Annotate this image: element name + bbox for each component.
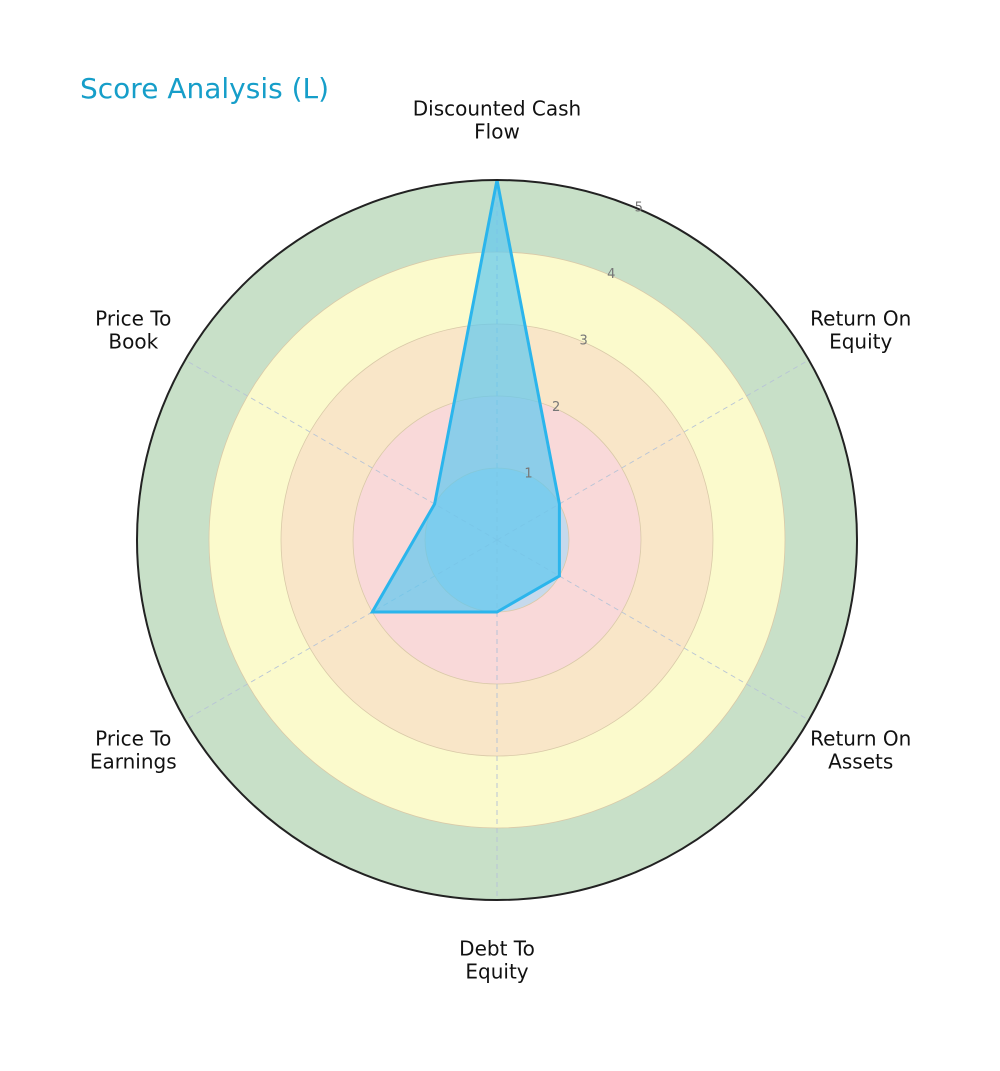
spoke-line-5: [184, 539, 498, 721]
axis-label-line: Return On: [810, 727, 911, 751]
axis-label-3: Return On Assets: [810, 727, 911, 774]
axis-label-line: Flow: [474, 120, 520, 144]
axis-label-line: Price To: [95, 727, 171, 751]
outer-circle: [136, 179, 858, 901]
axis-label-2: Return On Equity: [810, 307, 911, 354]
radial-tick-labels: 1 2 3 4 5: [524, 200, 642, 481]
tick-label-4: 4: [607, 267, 615, 282]
axis-label-line: Book: [108, 330, 158, 354]
tick-label-3: 3: [580, 333, 588, 348]
spoke-line-3: [496, 539, 810, 721]
axis-label-line: Assets: [828, 750, 893, 774]
axis-label-5: Price To Earnings: [90, 727, 177, 774]
tick-label-1: 1: [524, 466, 532, 481]
axis-label-line: Earnings: [90, 750, 177, 774]
axis-label-line: Return On: [810, 307, 911, 331]
chart-title: Score Analysis (L): [80, 72, 330, 105]
axis-label-line: Discounted Cash: [413, 97, 581, 121]
tick-label-5: 5: [635, 200, 643, 215]
axis-label-1: Discounted Cash Flow: [413, 97, 581, 144]
score-series: [369, 179, 561, 614]
axis-label-line: Equity: [829, 330, 892, 354]
tick-label-2: 2: [552, 400, 560, 415]
spoke-line-2: [496, 359, 810, 541]
axis-label-line: Debt To: [459, 937, 535, 961]
axis-label-line: Price To: [95, 307, 171, 331]
spoke-line-6: [184, 359, 498, 541]
axis-label-4: Debt To Equity: [459, 937, 535, 984]
axis-label-6: Price To Book: [95, 307, 171, 354]
score-polygon: [369, 179, 561, 614]
outer-frame: [136, 179, 858, 901]
axis-label-line: Equity: [465, 960, 528, 984]
